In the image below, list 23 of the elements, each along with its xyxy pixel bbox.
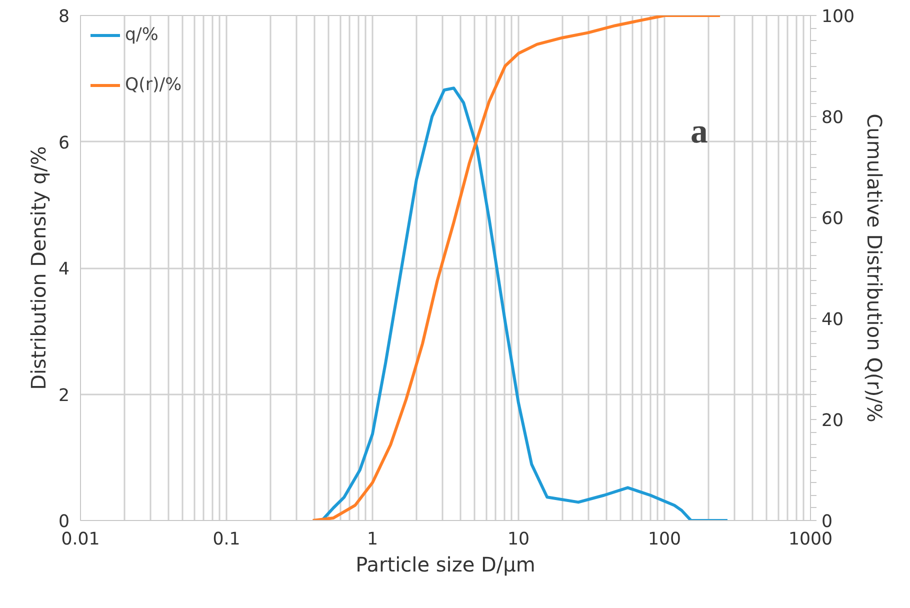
legend-label: q/% [125, 25, 158, 45]
y2-tick-label: 40 [822, 310, 844, 330]
y2-tick-label: 80 [822, 108, 844, 128]
y-tick-label: 8 [58, 7, 70, 27]
y-axis-title: Distribution Density q/% [26, 146, 50, 390]
legend-label: Q(r)/% [125, 75, 182, 95]
y2-axis-title: Cumulative Distribution Q(r)/% [862, 114, 887, 422]
y2-tick-label: 0 [822, 512, 833, 532]
y2-tick-label: 100 [822, 7, 855, 27]
x-tick-label: 1 [366, 530, 378, 550]
y-tick-label: 2 [58, 386, 70, 406]
x-tick-label: 100 [648, 530, 682, 550]
x-axis-title: Particle size D/µm [356, 552, 536, 576]
y2-tick-label: 20 [822, 411, 844, 431]
x-tick-label: 0.01 [61, 530, 100, 550]
x-tick-label: 0.1 [212, 530, 240, 550]
y-tick-label: 0 [58, 512, 70, 532]
x-tick-label: 1000 [788, 530, 833, 550]
y-tick-label: 4 [58, 260, 70, 280]
y-tick-label: 6 [58, 133, 70, 154]
y2-tick-label: 60 [822, 209, 844, 229]
x-tick-label: 10 [507, 530, 530, 550]
annotation: a [690, 112, 708, 150]
